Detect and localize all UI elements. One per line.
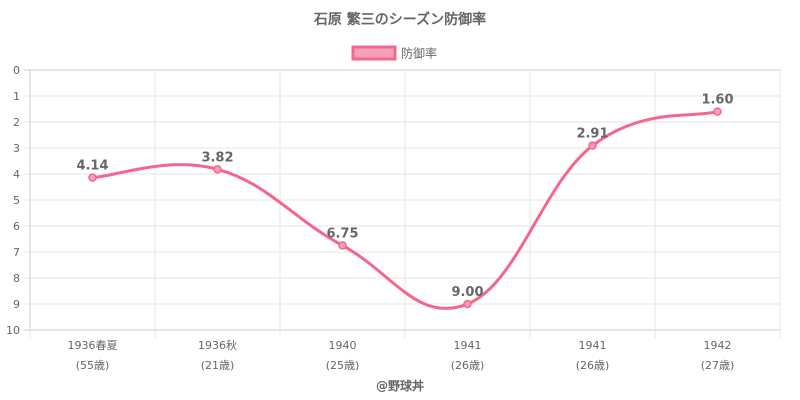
plot-series: 4.14 3.82 6.75 9.00 2.91 1.60	[76, 93, 734, 310]
data-label: 2.91	[576, 127, 608, 142]
y-tick-label: 3	[13, 142, 20, 155]
x-tick-label: 1941	[454, 339, 482, 352]
y-tick-label: 6	[13, 220, 20, 233]
x-tick-label: 1941	[579, 339, 607, 352]
data-label: 9.00	[451, 285, 483, 300]
y-tick-label: 4	[13, 168, 20, 181]
data-point	[88, 173, 97, 182]
data-label: 1.60	[701, 93, 733, 108]
grid	[24, 69, 781, 338]
data-point	[213, 165, 222, 174]
y-tick-label: 5	[13, 194, 20, 207]
x-tick-sublabel: (25歳)	[326, 359, 360, 372]
x-tick-sublabel: (26歳)	[576, 359, 610, 372]
data-point	[713, 107, 722, 116]
data-point	[463, 299, 472, 309]
y-tick-label: 1	[13, 90, 20, 103]
x-tick-sublabel: (21歳)	[201, 359, 235, 372]
x-tick-sublabel: (26歳)	[451, 359, 485, 372]
x-tick-label: 1936秋	[198, 338, 237, 352]
legend-label: 防御率	[401, 46, 437, 61]
x-tick-label: 1940	[329, 339, 357, 352]
legend[interactable]: 防御率	[351, 45, 437, 61]
data-label: 6.75	[326, 227, 358, 242]
y-axis: 0 1 2 3 4 5 6 7 8 9 10	[6, 64, 20, 337]
y-tick-label: 7	[13, 246, 20, 259]
y-tick-label: 8	[13, 272, 20, 285]
data-label: 4.14	[76, 159, 108, 174]
data-label: 3.82	[201, 150, 233, 165]
data-point	[588, 141, 597, 150]
data-point	[338, 241, 347, 250]
chart-title: 石原 繁三のシーズン防御率	[313, 11, 486, 28]
y-tick-label: 0	[13, 64, 20, 77]
x-tick-label: 1936春夏	[68, 339, 118, 352]
y-tick-label: 2	[13, 116, 20, 129]
y-tick-label: 10	[6, 324, 20, 337]
credit-text: @野球丼	[376, 378, 424, 393]
x-tick-sublabel: (55歳)	[76, 359, 110, 372]
x-axis: 1936春夏 (55歳) 1936秋 (21歳) 1940 (25歳) 1941 (26歳) 1…	[68, 338, 735, 372]
x-tick-label: 1942	[704, 339, 732, 352]
y-tick-label: 9	[13, 298, 20, 311]
legend-swatch	[351, 45, 397, 61]
x-tick-sublabel: (27歳)	[701, 359, 735, 372]
series-line	[92, 110, 718, 310]
